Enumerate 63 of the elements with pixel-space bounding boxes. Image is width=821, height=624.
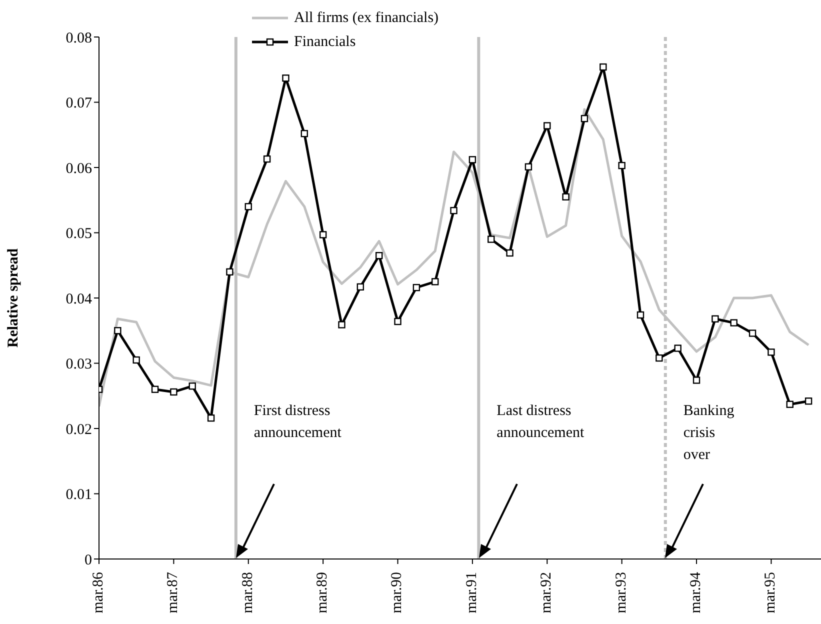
point bbox=[692, 376, 700, 384]
point bbox=[412, 284, 420, 292]
point bbox=[488, 236, 495, 243]
x-tick-label: mar.92 bbox=[538, 572, 555, 614]
ref-line-label: Banking crisis over bbox=[683, 402, 736, 465]
point bbox=[544, 122, 551, 130]
point bbox=[600, 63, 607, 71]
y-tick-label: 0.06 bbox=[66, 160, 92, 177]
y-tick-label: 0.05 bbox=[66, 226, 92, 242]
x-tick-label: mar.95 bbox=[762, 572, 779, 614]
x-tick-label: mar.89 bbox=[314, 572, 331, 614]
point bbox=[656, 354, 663, 362]
point bbox=[300, 130, 308, 138]
point bbox=[244, 203, 252, 210]
point bbox=[132, 356, 140, 364]
point bbox=[207, 414, 215, 422]
point bbox=[636, 311, 644, 319]
point bbox=[338, 321, 346, 328]
legend-label: All firms (ex financials) bbox=[294, 10, 439, 26]
point bbox=[151, 386, 159, 393]
point bbox=[375, 252, 383, 260]
x-tick-label: mar.93 bbox=[613, 572, 630, 614]
y-tick-label: 0 bbox=[84, 552, 92, 568]
x-tick-label: mar.90 bbox=[389, 572, 406, 614]
x-tick-label: mar.91 bbox=[464, 572, 480, 614]
x-tick-label: mar.86 bbox=[90, 572, 106, 614]
x-tick-label: mar.87 bbox=[165, 572, 182, 614]
point bbox=[356, 283, 364, 291]
x-tick-label: mar.94 bbox=[688, 572, 704, 614]
y-tick-label: 0.03 bbox=[66, 356, 92, 373]
legend-label: Financials bbox=[294, 34, 356, 50]
point bbox=[432, 278, 439, 286]
point bbox=[804, 397, 812, 405]
y-tick-label: 0.08 bbox=[66, 30, 92, 46]
point bbox=[468, 156, 476, 164]
ref-line-label: First distress announcement bbox=[254, 402, 342, 443]
point bbox=[580, 114, 588, 122]
point bbox=[170, 388, 178, 396]
y-axis-title: Relative spread bbox=[5, 248, 22, 348]
y-tick-label: 0.02 bbox=[66, 422, 92, 438]
point bbox=[768, 348, 775, 356]
y-tick-label: 0.07 bbox=[66, 96, 92, 112]
point bbox=[450, 206, 458, 214]
ref-line-label: Last distress announcement bbox=[496, 402, 586, 443]
point bbox=[618, 162, 626, 170]
point bbox=[282, 74, 290, 82]
point bbox=[786, 400, 794, 408]
point bbox=[263, 155, 271, 163]
point bbox=[319, 231, 327, 238]
point bbox=[188, 382, 196, 390]
point bbox=[524, 163, 532, 170]
point bbox=[394, 318, 402, 326]
point bbox=[730, 319, 738, 326]
y-tick-label: 0.01 bbox=[66, 487, 92, 504]
point bbox=[674, 344, 682, 352]
point bbox=[506, 249, 514, 257]
point bbox=[748, 330, 756, 337]
point bbox=[114, 327, 122, 334]
x-tick-label: mar.88 bbox=[240, 572, 256, 614]
point bbox=[226, 268, 234, 276]
point bbox=[712, 315, 719, 322]
point bbox=[562, 193, 570, 200]
y-tick-label: 0.04 bbox=[66, 291, 92, 308]
